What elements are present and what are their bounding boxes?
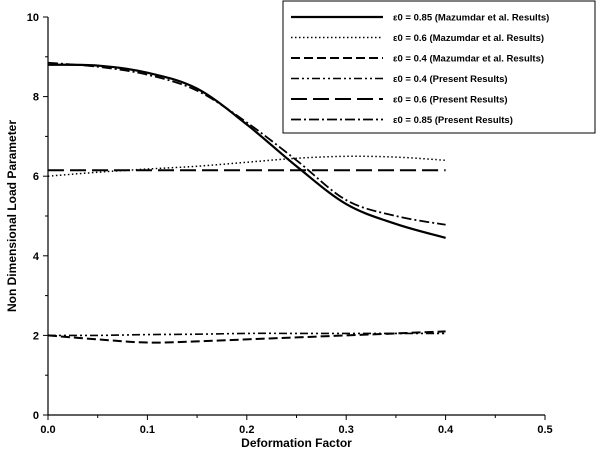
- x-tick-label: 0.3: [339, 424, 354, 436]
- y-tick-label: 2: [33, 330, 39, 342]
- legend-entry-label: ε0 = 0.4 (Mazumdar et al. Results): [393, 54, 544, 65]
- y-tick-label: 8: [33, 92, 39, 104]
- legend-entry-label: ε0 = 0.6 (Present Results): [393, 95, 508, 106]
- series-line-3: [47, 330, 446, 344]
- series-line-6: [47, 61, 446, 226]
- legend-box: [282, 0, 596, 134]
- legend-entry-label: ε0 = 0.85 (Present Results): [393, 115, 513, 126]
- legend-entry-label: ε0 = 0.6 (Mazumdar et al. Results): [393, 33, 544, 44]
- legend-entry-label: ε0 = 0.4 (Present Results): [393, 74, 508, 85]
- x-axis-title: Deformation Factor: [241, 436, 352, 450]
- legend-entry-label: ε0 = 0.85 (Mazumdar et al. Results): [393, 13, 549, 24]
- y-tick-label: 4: [33, 251, 40, 263]
- legend: ε0 = 0.85 (Mazumdar et al. Results) ε0 = …: [282, 0, 596, 134]
- axes: 0.0 0.1 0.2 0.3 0.4 0.5 0 2 4 6 8 10: [27, 12, 553, 436]
- y-tick-label: 10: [27, 12, 39, 24]
- y-tick-label: 6: [33, 171, 39, 183]
- x-tick-label: 0.1: [140, 424, 155, 436]
- x-tick-label: 0.4: [438, 424, 454, 436]
- y-tick-label: 0: [33, 410, 39, 422]
- series-line-2: [47, 155, 446, 177]
- x-tick-label: 0.2: [239, 424, 254, 436]
- series-line-4: [47, 332, 446, 337]
- y-axis-title: Non Dimensional Load Parameter: [5, 120, 19, 312]
- x-tick-label: 0.5: [537, 424, 552, 436]
- x-tick-label: 0.0: [40, 424, 55, 436]
- series-lines: [47, 61, 446, 344]
- series-line-1: [47, 63, 446, 239]
